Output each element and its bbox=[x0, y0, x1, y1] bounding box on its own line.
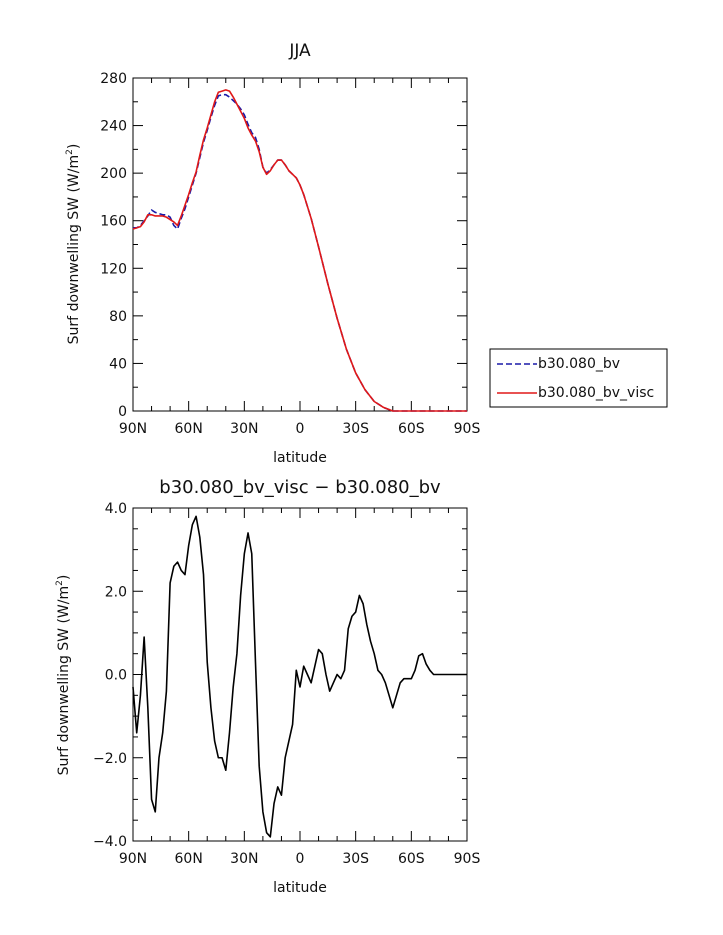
legend: b30.080_bv b30.080_bv_visc bbox=[489, 348, 668, 408]
top-x-tick-label: 90N bbox=[119, 421, 147, 437]
top-y-tick-label: 200 bbox=[100, 166, 127, 182]
bottom-series-line-difference bbox=[132, 515, 467, 838]
top-y-tick-label: 120 bbox=[100, 261, 127, 277]
bottom-x-tick-label: 90N bbox=[119, 851, 147, 867]
top-x-tick-label: 60N bbox=[175, 421, 203, 437]
bottom-y-tick-label: 0.0 bbox=[105, 668, 127, 684]
top-y-tick-label: 80 bbox=[109, 309, 127, 325]
legend-label-b30-080-bv: b30.080_bv bbox=[538, 356, 620, 372]
top-x-tick-label: 30S bbox=[342, 421, 369, 437]
bottom-panel: b30.080_bv_visc − b30.080_bv 90N 60N 30N 0 3… bbox=[55, 477, 480, 896]
top-series-group bbox=[132, 89, 467, 412]
bottom-x-tick-label: 0 bbox=[296, 851, 305, 867]
bottom-plot-frame bbox=[132, 507, 468, 842]
top-x-tick-label: 0 bbox=[296, 421, 305, 437]
top-y-tick-label: 0 bbox=[118, 404, 127, 420]
top-chart-title: JJA bbox=[288, 41, 311, 61]
bottom-x-tick-label: 60N bbox=[175, 851, 203, 867]
top-axis-ticks: 90N 60N 30N 0 30S 60S 90S 0 40 80 120 160 200 240 280 bbox=[100, 71, 480, 437]
bottom-x-tick-label: 60S bbox=[398, 851, 425, 867]
bottom-x-tick-label: 30S bbox=[342, 851, 369, 867]
legend-box bbox=[489, 348, 668, 408]
bottom-y-tick-label: −2.0 bbox=[93, 751, 127, 767]
top-plot-frame bbox=[132, 77, 468, 412]
top-x-tick-label: 90S bbox=[454, 421, 481, 437]
bottom-series-group bbox=[132, 515, 467, 838]
top-y-tick-label: 40 bbox=[109, 356, 127, 372]
bottom-y-tick-label: 4.0 bbox=[105, 501, 127, 517]
top-x-axis-label: latitude bbox=[273, 450, 327, 466]
top-x-tick-label: 30N bbox=[230, 421, 258, 437]
bottom-chart-title: b30.080_bv_visc − b30.080_bv bbox=[159, 477, 441, 498]
bottom-y-tick-label: −4.0 bbox=[93, 834, 127, 850]
top-y-axis-label-sup: 2 bbox=[65, 149, 75, 155]
top-panel: JJA 90N 60N 30N 0 30S 60S 90S 0 40 80 120 160 200 240… bbox=[65, 41, 668, 466]
bottom-x-tick-label: 90S bbox=[454, 851, 481, 867]
top-series-line-b30-080-bv-visc bbox=[132, 89, 467, 412]
bottom-y-axis-label-sup: 2 bbox=[55, 580, 65, 586]
top-y-axis-label: Surf downwelling SW (W/m2) bbox=[65, 144, 82, 345]
bottom-x-axis-label: latitude bbox=[273, 880, 327, 896]
bottom-y-axis-label: Surf downwelling SW (W/m2) bbox=[55, 575, 72, 776]
bottom-axis-ticks: 90N 60N 30N 0 30S 60S 90S −4.0 −2.0 0.0 2.0 4.0 bbox=[93, 501, 480, 867]
legend-label-b30-080-bv-visc: b30.080_bv_visc bbox=[538, 385, 654, 401]
bottom-y-tick-label: 2.0 bbox=[105, 584, 127, 600]
top-y-tick-label: 160 bbox=[100, 214, 127, 230]
top-series-line-b30-080-bv bbox=[133, 93, 467, 412]
top-x-tick-label: 60S bbox=[398, 421, 425, 437]
top-y-tick-label: 280 bbox=[100, 71, 127, 87]
bottom-x-tick-label: 30N bbox=[230, 851, 258, 867]
top-y-tick-label: 240 bbox=[100, 119, 127, 135]
